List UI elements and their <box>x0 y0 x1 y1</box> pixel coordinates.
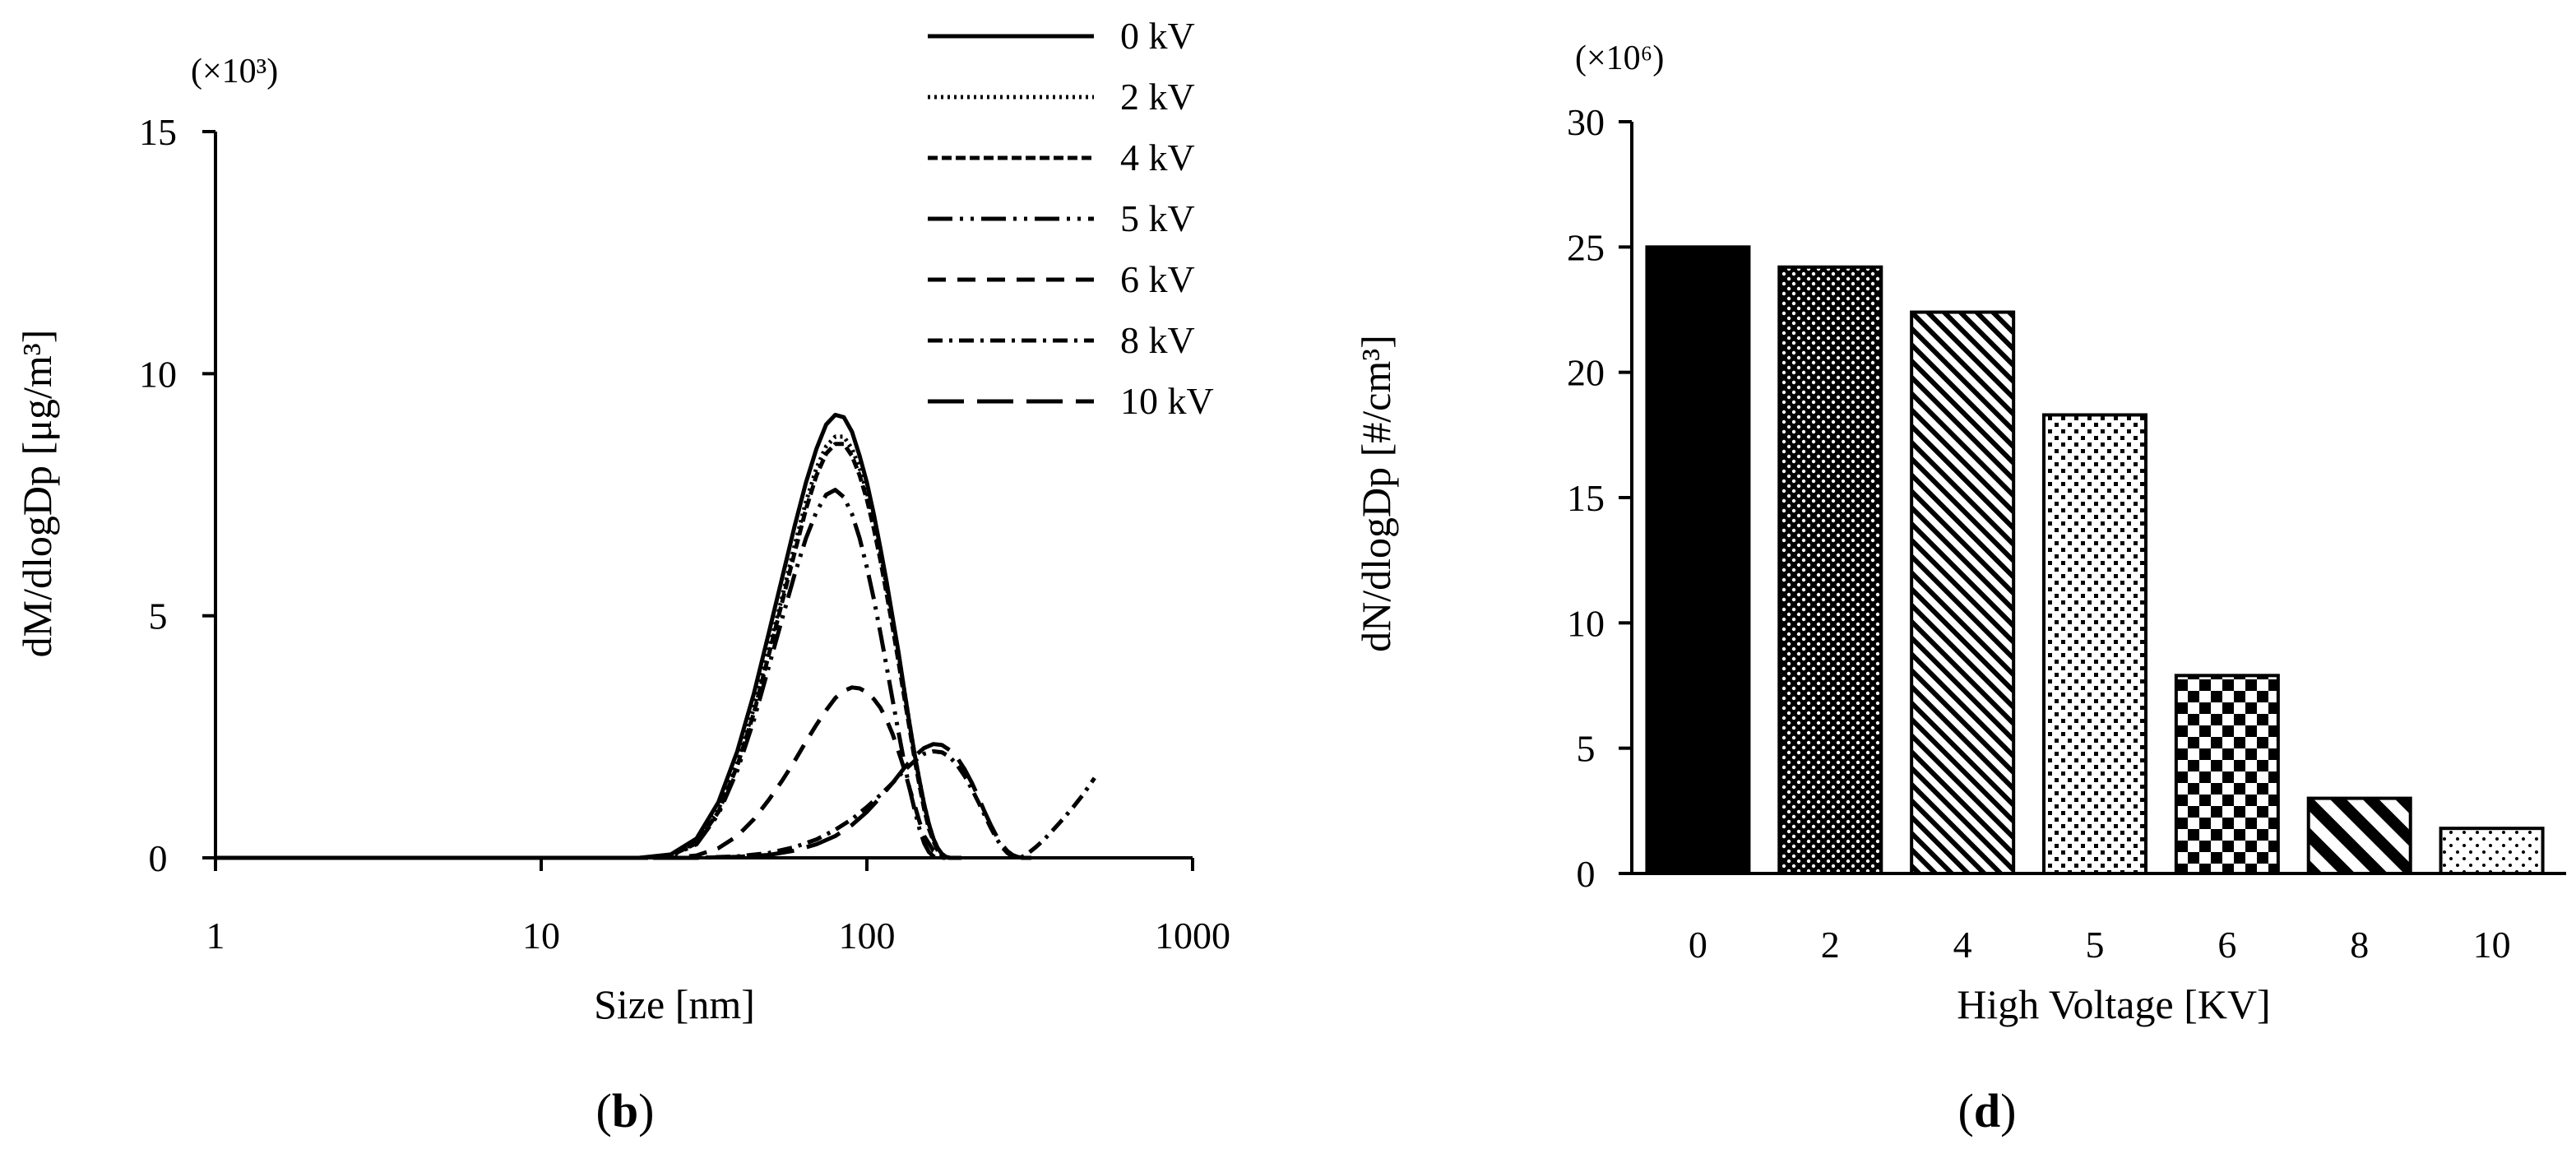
b-y-tick-label: 15 <box>139 111 177 153</box>
b-legend-label: 6 kV <box>1120 258 1195 300</box>
b-series-line-2 <box>215 442 961 860</box>
d-bar-2kv <box>1777 265 1883 875</box>
panel-d-letter: d <box>1974 1084 2000 1137</box>
b-series-line-5 <box>215 749 1096 860</box>
d-y-tick-label: 10 <box>1567 602 1605 644</box>
d-y-tick-label: 15 <box>1567 477 1605 519</box>
panel-b: (×10³) 0 5 10 15 1 10 100 1000 0 kV 2 kV 4 kV 5 k… <box>14 15 1230 1137</box>
d-x-tick-label: 2 <box>1821 924 1840 966</box>
b-y-ticks: 0 5 10 15 <box>139 111 215 879</box>
b-series-line-4 <box>215 685 966 860</box>
b-y-axis-label: dM/dlogDp [μg/m³] <box>14 330 60 658</box>
b-x-tick-label: 1000 <box>1155 915 1230 957</box>
b-legend-label: 4 kV <box>1120 137 1195 178</box>
d-y-axis-label: dN/dlogDp [#/cm³] <box>1353 335 1399 652</box>
b-legend-label: 8 kV <box>1120 319 1195 361</box>
b-x-tick-label: 1 <box>206 915 225 957</box>
b-legend-label: 10 kV <box>1120 380 1214 422</box>
panel-d: (×10⁶) 0 5 10 15 20 25 30 0 2 4 5 6 8 10 High Voltag… <box>1353 39 2566 1137</box>
d-y-tick-label: 20 <box>1567 352 1605 394</box>
d-x-tick-label: 0 <box>1689 924 1707 966</box>
b-series-line-0 <box>215 412 961 860</box>
b-x-ticks: 1 10 100 1000 <box>206 858 1230 957</box>
panel-d-label: (d) <box>1958 1084 2017 1137</box>
b-y-tick-label: 5 <box>149 595 168 637</box>
b-y-multiplier-label: (×10³) <box>191 53 278 90</box>
d-x-tick-label: 6 <box>2217 924 2236 966</box>
d-bar-0kv <box>1645 245 1751 876</box>
d-x-tick-labels: 0 2 4 5 6 8 10 <box>1689 924 2511 966</box>
d-bar-4kv <box>1910 310 2016 875</box>
d-y-tick-label: 30 <box>1567 101 1605 143</box>
b-legend: 0 kV 2 kV 4 kV 5 kV 6 kV 8 kV 10 kV <box>928 15 1214 422</box>
b-series-line-6 <box>215 742 1031 860</box>
d-y-multiplier-label: (×10⁶) <box>1575 39 1664 77</box>
d-bar-6kv <box>2174 674 2280 876</box>
d-y-tick-label: 25 <box>1567 226 1605 268</box>
b-x-axis-label: Size [nm] <box>594 981 755 1027</box>
d-y-tick-label: 0 <box>1577 853 1596 895</box>
b-legend-label: 5 kV <box>1120 197 1195 239</box>
d-x-tick-label: 5 <box>2086 924 2105 966</box>
d-x-tick-label: 10 <box>2473 924 2511 966</box>
d-bar-10kv <box>2439 827 2545 875</box>
b-x-tick-label: 10 <box>522 915 560 957</box>
b-y-tick-label: 10 <box>139 353 177 395</box>
b-x-tick-label: 100 <box>839 915 896 957</box>
b-y-tick-label: 0 <box>149 837 168 879</box>
panel-b-letter: b <box>612 1084 638 1137</box>
d-bars <box>1645 245 2545 876</box>
b-legend-label: 2 kV <box>1120 76 1195 118</box>
d-x-tick-label: 4 <box>1953 924 1972 966</box>
d-x-axis-label: High Voltage [KV] <box>1957 981 2270 1027</box>
b-series-lines <box>215 412 1096 860</box>
panel-b-label: (b) <box>596 1084 655 1137</box>
d-y-ticks: 0 5 10 15 20 25 30 <box>1567 101 1632 895</box>
d-x-tick-label: 8 <box>2350 924 2369 966</box>
d-y-tick-label: 5 <box>1577 728 1596 770</box>
b-legend-label: 0 kV <box>1120 15 1195 57</box>
b-series-line-1 <box>215 434 961 860</box>
d-bar-5kv <box>2042 413 2147 875</box>
b-series-line-3 <box>215 488 961 860</box>
d-bar-8kv <box>2306 796 2412 875</box>
